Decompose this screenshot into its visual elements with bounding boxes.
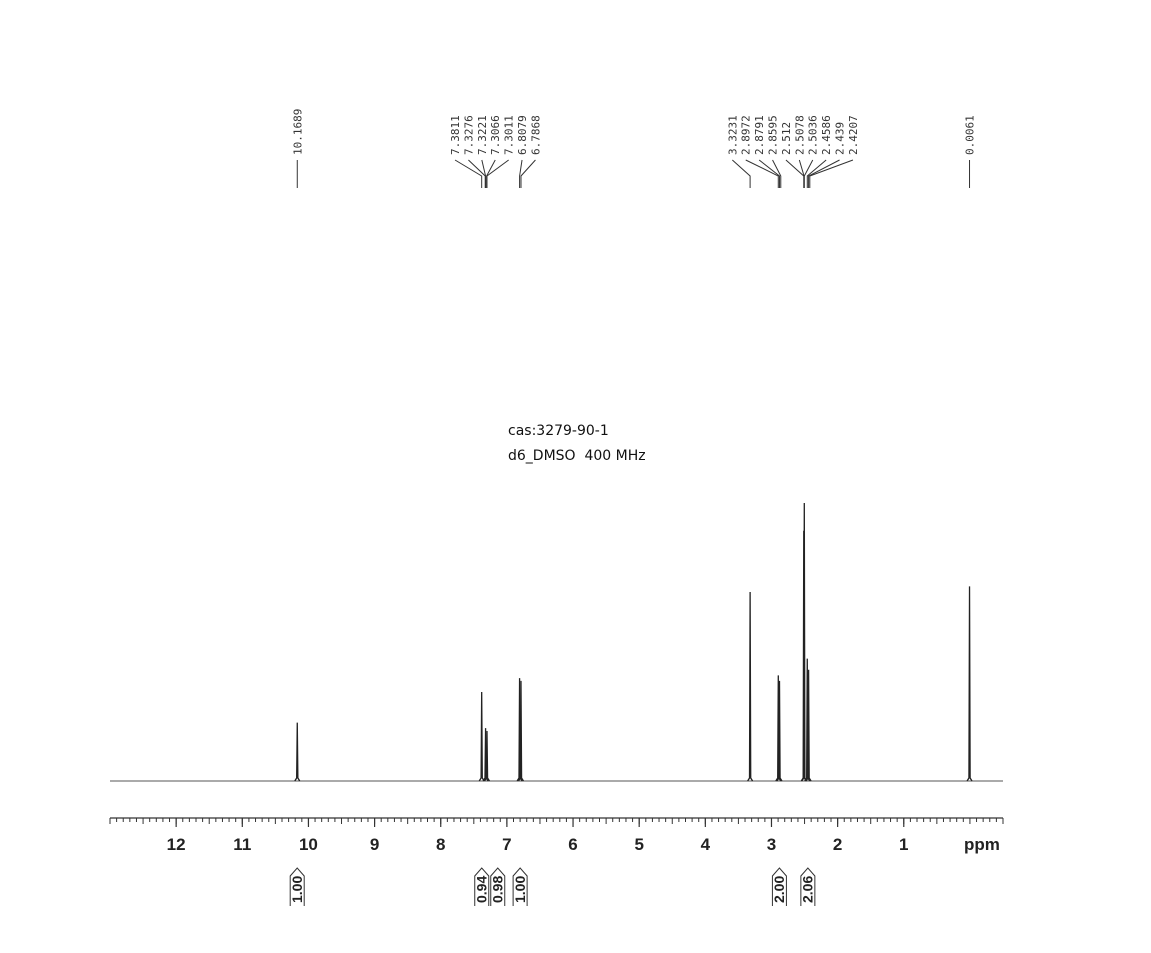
peak-label: 7.3276	[462, 115, 475, 155]
peak-label: 2.4586	[820, 115, 833, 155]
peak-leader	[803, 159, 814, 188]
peak-label: 2.8791	[753, 115, 766, 155]
peak-label: 7.3221	[476, 115, 489, 155]
peak-leader	[745, 159, 779, 188]
annotation: d6_DMSO 400 MHz	[508, 448, 646, 464]
peak	[478, 692, 485, 782]
integral-label: 0.94	[473, 876, 489, 903]
peak-label: 2.5036	[807, 115, 820, 155]
peak-label: 7.3066	[489, 115, 502, 155]
integral-bracket	[474, 867, 490, 906]
peak-leader	[486, 159, 496, 188]
x-tick-label: 4	[701, 835, 711, 854]
integral-bracket	[289, 867, 305, 906]
peak-leader	[732, 159, 751, 188]
x-tick-label: 3	[767, 835, 776, 854]
peak-leader	[758, 159, 780, 188]
x-tick-label: 1	[899, 835, 908, 854]
integral-bracket	[771, 867, 787, 906]
peak-label: 2.5078	[793, 115, 806, 155]
peak	[483, 730, 491, 782]
peak-leader	[519, 159, 523, 188]
integral-bracket	[512, 867, 528, 906]
x-tick-label: 9	[370, 835, 379, 854]
peak	[966, 586, 973, 782]
peak-leader	[772, 159, 782, 188]
integral-label: 2.00	[771, 876, 787, 903]
integral-label: 0.98	[489, 876, 505, 903]
peak-leader	[486, 159, 509, 188]
peak-label: 2.8972	[740, 115, 753, 155]
x-tick-label: 10	[299, 835, 318, 854]
integral-label: 1.00	[289, 876, 305, 903]
peak-label: 0.0061	[964, 115, 977, 155]
x-axis-label: ppm	[964, 835, 1000, 854]
peak-leader	[808, 159, 840, 188]
annotation: cas:3279-90-1	[508, 423, 609, 439]
peak-label: 2.512	[780, 122, 793, 155]
peak-leader	[481, 159, 487, 188]
peak	[801, 502, 808, 782]
peak-label: 6.8079	[516, 115, 529, 155]
x-tick-label: 8	[436, 835, 445, 854]
peak-label: 10.1689	[291, 109, 304, 155]
peak-label: 2.439	[834, 122, 847, 155]
x-tick-label: 7	[502, 835, 511, 854]
peak	[776, 680, 783, 782]
peak	[747, 591, 754, 782]
peak-label: 2.8595	[767, 115, 780, 155]
peak	[804, 658, 811, 782]
x-tick-label: 11	[233, 835, 251, 854]
peak	[805, 669, 812, 782]
integral-label: 1.00	[512, 876, 528, 903]
integral-bracket	[490, 867, 506, 906]
peak-leader	[520, 159, 536, 188]
x-tick-label: 6	[568, 835, 577, 854]
peak-label: 2.4207	[847, 115, 860, 155]
x-tick-label: 2	[833, 835, 842, 854]
peak-label: 7.3011	[503, 115, 516, 155]
peak	[482, 728, 489, 782]
x-tick-label: 5	[634, 835, 643, 854]
peak-label: 3.3231	[726, 115, 739, 155]
integral-bracket	[800, 867, 816, 906]
integral-label: 2.06	[800, 876, 816, 903]
peak	[775, 675, 782, 782]
peak-label: 7.3811	[449, 115, 462, 155]
peak	[294, 722, 301, 782]
peak	[516, 678, 523, 782]
peak-leader	[809, 159, 854, 188]
peak-leader	[454, 159, 483, 188]
peak	[517, 680, 525, 782]
peak-label: 6.7868	[529, 115, 542, 155]
x-tick-label: 12	[167, 835, 186, 854]
peak-leader	[806, 159, 827, 188]
